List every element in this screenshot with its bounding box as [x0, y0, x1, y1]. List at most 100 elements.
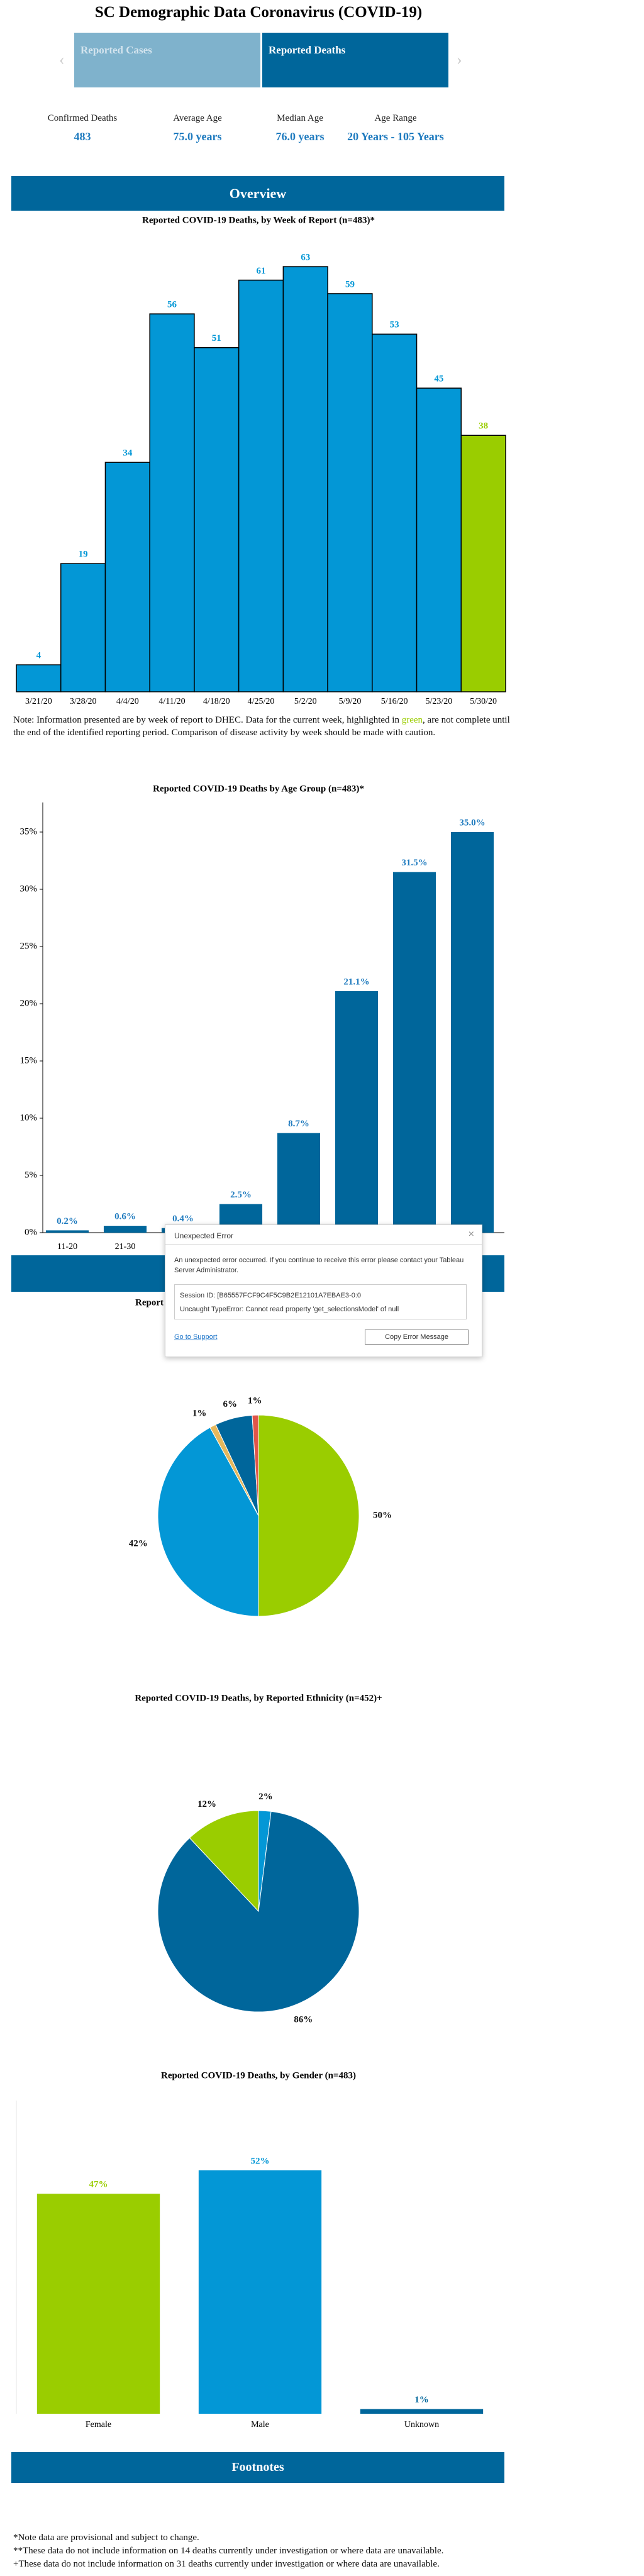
- footnote: *Note data are provisional and subject t…: [13, 2533, 199, 2543]
- value-label: 35.0%: [459, 818, 485, 828]
- value-label: 56: [167, 300, 177, 310]
- stat: Average Age 75.0 years: [135, 113, 260, 143]
- value-label: 51: [212, 333, 221, 343]
- value-label: 0.6%: [114, 1212, 136, 1222]
- note: Note: Information presented are by week …: [13, 714, 510, 739]
- value-label: 47%: [89, 2180, 108, 2190]
- bar: [277, 1133, 321, 1233]
- bar: [360, 2409, 484, 2414]
- y-tick-label: 15%: [20, 1055, 38, 1065]
- bar: [335, 991, 379, 1233]
- value-label: 34: [123, 448, 133, 458]
- y-tick-label: 20%: [20, 998, 38, 1008]
- bar: [36, 2194, 160, 2414]
- value-label: 45: [434, 374, 443, 384]
- bar: [103, 1226, 147, 1233]
- close-button[interactable]: ×: [468, 1229, 474, 1240]
- stat-label: Age Range: [374, 113, 417, 123]
- stat: Confirmed Deaths 483: [19, 113, 145, 143]
- x-tick-label: 4/11/20: [158, 697, 185, 706]
- value-label: 38: [479, 421, 488, 431]
- copy-button[interactable]: Copy Error Message: [365, 1330, 469, 1345]
- x-tick-label: 4/4/20: [116, 697, 139, 706]
- value-label: 61: [257, 266, 266, 276]
- x-tick-label: Male: [251, 2420, 269, 2429]
- x-tick-label: 4/18/20: [203, 697, 230, 706]
- x-tick-label: Unknown: [404, 2420, 439, 2429]
- prev-arrow[interactable]: ‹: [59, 50, 65, 69]
- detail-line: Session ID: [B65557FCF9C4F5C9B2E12101A7E…: [180, 1292, 361, 1299]
- bar: [45, 1230, 89, 1233]
- value-label: 2%: [258, 1792, 273, 1802]
- pie-slice: [252, 1414, 259, 1516]
- y-tick-label: 5%: [25, 1170, 37, 1180]
- bar: [198, 2170, 322, 2414]
- value-label: 1%: [192, 1408, 207, 1418]
- chart-title: Report: [135, 1297, 164, 1307]
- note-text: Note: Information presented are by week …: [13, 715, 402, 725]
- stat: Age Range 20 Years - 105 Years: [333, 113, 458, 143]
- chart-title: Reported COVID-19 Deaths by Age Group (n…: [153, 784, 364, 794]
- x-tick-label: 4/25/20: [248, 697, 275, 706]
- stat-value: 483: [74, 130, 91, 143]
- bar: [60, 563, 106, 692]
- stat-value: 75.0 years: [173, 130, 222, 143]
- bar: [194, 347, 240, 692]
- y-tick-label: 10%: [20, 1113, 38, 1123]
- value-label: 63: [301, 252, 310, 262]
- section-banner: Overview: [11, 176, 504, 211]
- value-label: 12%: [197, 1799, 216, 1809]
- x-tick-label: 5/2/20: [294, 697, 317, 706]
- value-label: 4: [36, 651, 42, 661]
- value-label: 19: [79, 550, 88, 560]
- value-label: 1%: [414, 2395, 429, 2405]
- pie-slice: [258, 1414, 360, 1617]
- value-label: 42%: [129, 1539, 148, 1549]
- note-text: , are not complete until the end of the …: [13, 715, 510, 738]
- dialog-title: Unexpected Error: [174, 1231, 234, 1240]
- x-tick-label: 5/16/20: [381, 697, 408, 706]
- bar: [372, 333, 418, 692]
- value-label: 59: [345, 279, 355, 289]
- support-link[interactable]: Go to Support: [174, 1333, 218, 1341]
- bar: [104, 462, 150, 692]
- tab[interactable]: Reported Deaths: [262, 33, 448, 87]
- x-tick-label: 5/23/20: [426, 697, 453, 706]
- bar: [416, 387, 462, 692]
- x-tick-label: 5/9/20: [339, 697, 362, 706]
- pie-slice: [189, 1810, 259, 1913]
- error-dialog: Unexpected Error × An unexpected error o…: [165, 1224, 482, 1357]
- x-tick-label: 3/28/20: [70, 697, 97, 706]
- value-label: 31.5%: [401, 858, 427, 868]
- stat-value: 20 Years - 105 Years: [347, 130, 444, 143]
- pie-slice: [157, 1427, 259, 1617]
- stat-label: Average Age: [173, 113, 222, 123]
- y-tick-label: 25%: [20, 941, 38, 951]
- value-label: 53: [390, 320, 399, 330]
- bar: [149, 313, 195, 692]
- chart-title: Reported COVID-19 Deaths, by Week of Rep…: [142, 215, 375, 225]
- value-label: 21.1%: [343, 977, 369, 987]
- chart-title: Reported COVID-19 Deaths, by Gender (n=4…: [161, 2070, 356, 2080]
- detail-line: Uncaught TypeError: Cannot read property…: [180, 1306, 399, 1313]
- value-label: 2.5%: [230, 1190, 252, 1200]
- details-box: Session ID: [B65557FCF9C4F5C9B2E12101A7E…: [174, 1284, 467, 1319]
- chart-title: Reported COVID-19 Deaths, by Reported Et…: [135, 1693, 382, 1703]
- value-label: 0.2%: [57, 1216, 78, 1226]
- bar: [282, 266, 328, 692]
- stat: Median Age 76.0 years: [237, 113, 363, 143]
- tab[interactable]: Reported Cases: [74, 33, 260, 87]
- page-title: SC Demographic Data Coronavirus (COVID-1…: [94, 4, 423, 21]
- dialog-message: An unexpected error occurred. If you con…: [174, 1257, 464, 1274]
- bar: [238, 279, 284, 692]
- stat-value: 76.0 years: [275, 130, 325, 143]
- y-tick-label: 0%: [25, 1227, 37, 1237]
- stat-label: Confirmed Deaths: [47, 113, 118, 123]
- x-tick-label: 5/30/20: [470, 697, 497, 706]
- bar: [327, 293, 373, 692]
- note-highlight: green: [401, 715, 423, 725]
- next-arrow[interactable]: ›: [457, 50, 462, 69]
- bar: [392, 872, 436, 1233]
- value-label: 1%: [248, 1396, 262, 1406]
